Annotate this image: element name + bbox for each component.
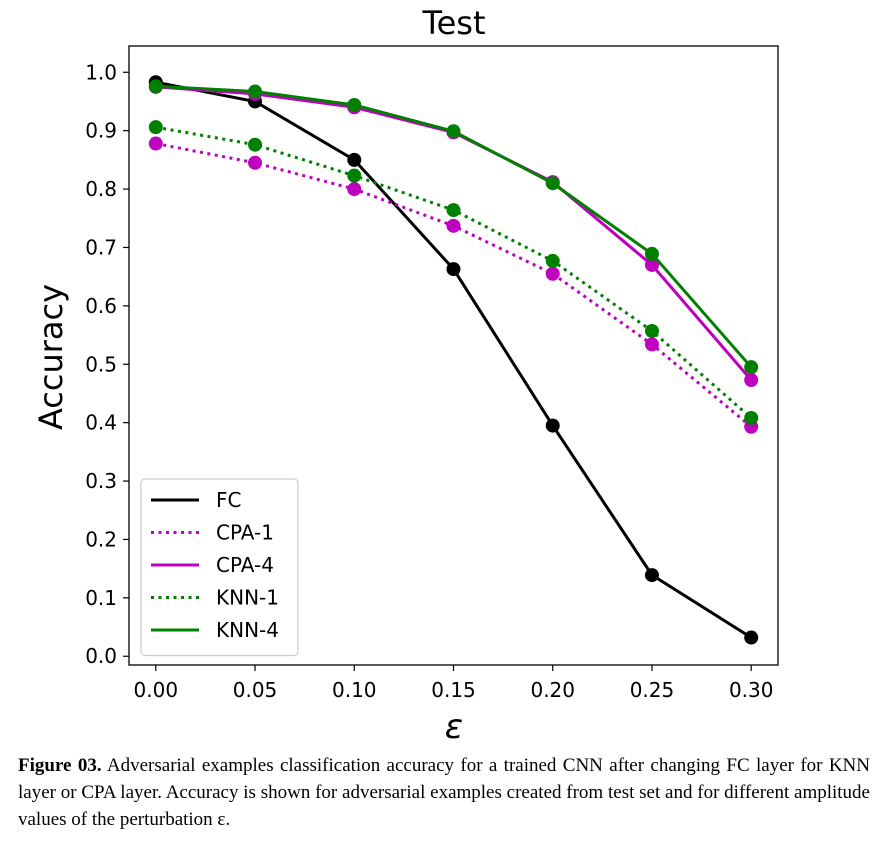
series-lines xyxy=(148,75,759,645)
data-point-knn-1 xyxy=(446,203,461,218)
data-point-cpa-1 xyxy=(347,182,362,197)
x-tick-label: 0.10 xyxy=(332,678,377,702)
caption-text: Adversarial examples classification accu… xyxy=(18,755,870,830)
chart-title: Test xyxy=(421,4,485,42)
data-point-fc xyxy=(446,262,461,277)
series-knn-4 xyxy=(148,79,759,375)
data-point-cpa-1 xyxy=(248,155,263,170)
accuracy-line-chart: Test Accuracy ε 0.00 0.05 0.10 0.15 0.20 0.25… xyxy=(32,4,779,745)
y-tick-label: 0.0 xyxy=(85,644,117,668)
data-point-knn-1 xyxy=(347,168,362,183)
data-point-knn-4 xyxy=(644,246,659,261)
data-point-knn-4 xyxy=(148,79,163,94)
caption-label: Figure 03. xyxy=(18,755,102,776)
data-point-knn-4 xyxy=(545,176,560,191)
legend-label-fc: FC xyxy=(216,488,241,512)
data-point-cpa-4 xyxy=(744,373,759,388)
x-tick-label: 0.20 xyxy=(530,678,575,702)
y-tick-label: 0.4 xyxy=(85,411,117,435)
data-point-knn-1 xyxy=(644,323,659,338)
y-tick-label: 1.0 xyxy=(85,60,117,84)
data-point-knn-4 xyxy=(248,84,263,99)
legend: FC CPA-1 CPA-4 KNN-1 KNN-4 xyxy=(140,478,299,657)
y-tick-label: 0.8 xyxy=(85,177,117,201)
axis-ticks: 0.00 0.05 0.10 0.15 0.20 0.25 0.30 0.0 0.1 0.2 0.3… xyxy=(85,60,773,702)
y-axis-label: Accuracy xyxy=(32,284,70,430)
data-point-cpa-1 xyxy=(545,266,560,281)
legend-label-knn-4: KNN-4 xyxy=(216,618,279,642)
x-tick-label: 0.15 xyxy=(431,678,476,702)
data-point-knn-1 xyxy=(248,137,263,152)
data-point-cpa-4 xyxy=(644,257,659,272)
y-tick-label: 0.5 xyxy=(85,352,117,376)
y-tick-label: 0.2 xyxy=(85,527,117,551)
data-point-cpa-1 xyxy=(148,136,163,151)
data-point-knn-4 xyxy=(446,124,461,139)
y-tick-label: 0.1 xyxy=(85,586,117,610)
y-tick-label: 0.7 xyxy=(85,235,117,259)
plot-frame xyxy=(128,45,779,666)
legend-box xyxy=(140,478,299,657)
data-point-knn-1 xyxy=(545,253,560,268)
legend-label-cpa-1: CPA-1 xyxy=(216,521,274,545)
x-tick-label: 0.25 xyxy=(630,678,675,702)
legend-label-knn-1: KNN-1 xyxy=(216,586,279,610)
data-point-knn-1 xyxy=(744,410,759,425)
y-tick-label: 0.9 xyxy=(85,119,117,143)
x-tick-label: 0.00 xyxy=(134,678,179,702)
x-tick-label: 0.05 xyxy=(233,678,278,702)
series-cpa-1 xyxy=(148,136,759,434)
data-point-knn-4 xyxy=(347,97,362,112)
y-tick-label: 0.3 xyxy=(85,469,117,493)
data-point-cpa-1 xyxy=(644,337,659,352)
y-tick-label: 0.6 xyxy=(85,294,117,318)
data-point-fc xyxy=(644,568,659,583)
data-point-cpa-1 xyxy=(446,218,461,233)
data-point-fc xyxy=(545,418,560,433)
series-line-cpa-1 xyxy=(155,142,753,428)
legend-label-cpa-4: CPA-4 xyxy=(216,553,274,577)
data-point-fc xyxy=(347,152,362,167)
data-point-knn-4 xyxy=(744,360,759,375)
data-point-fc xyxy=(744,630,759,645)
x-tick-label: 0.30 xyxy=(729,678,774,702)
figure-caption: Figure 03. Adversarial examples classifi… xyxy=(18,752,870,833)
data-point-knn-1 xyxy=(148,120,163,135)
series-knn-1 xyxy=(148,120,759,425)
x-axis-label: ε xyxy=(445,707,463,745)
